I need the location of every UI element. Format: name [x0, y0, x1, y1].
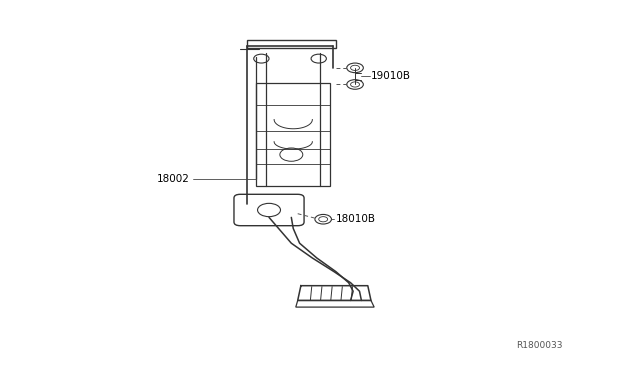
Text: 18010B: 18010B [336, 214, 376, 224]
Text: 18002: 18002 [157, 174, 189, 184]
Text: 19010B: 19010B [371, 71, 411, 81]
Text: R1800033: R1800033 [516, 341, 562, 350]
